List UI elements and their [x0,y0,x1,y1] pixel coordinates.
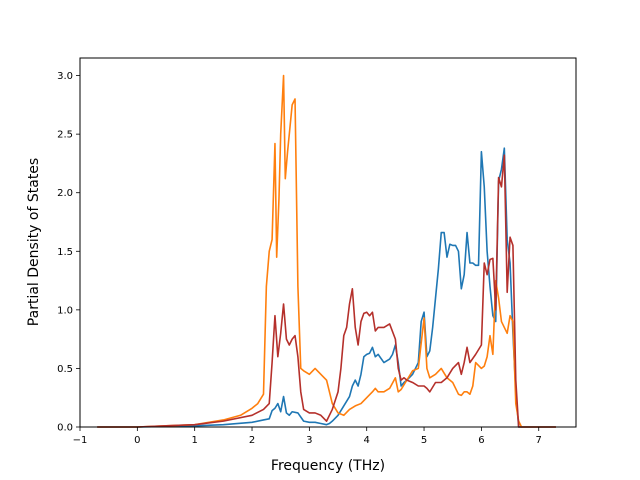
y-tick-label: 0.5 [57,364,73,375]
x-axis-ticks: −1 0 1 2 3 4 5 6 7 [73,427,542,446]
x-tick-label: −1 [73,435,88,446]
x-axis-label: Frequency (THz) [271,458,385,474]
x-tick-label: 4 [364,435,370,446]
x-tick-label: 7 [536,435,542,446]
y-tick-label: 2.5 [57,130,73,141]
x-tick-label: 5 [421,435,427,446]
y-axis-label: Partial Density of States [26,158,42,326]
y-tick-label: 0.0 [57,423,73,434]
y-tick-label: 2.0 [57,188,73,199]
y-tick-label: 3.0 [57,71,73,82]
series-line-1 [97,147,556,428]
series-layer [97,74,556,428]
plot-frame [79,57,577,428]
y-axis-ticks: 0.0 0.5 1.0 1.5 2.0 2.5 3.0 [57,71,80,434]
x-tick-label: 3 [306,435,312,446]
series-line-2 [97,74,556,428]
series-line-3 [97,154,556,428]
y-tick-label: 1.5 [57,247,73,258]
x-tick-label: 6 [478,435,484,446]
x-tick-label: 0 [134,435,140,446]
x-tick-label: 2 [249,435,255,446]
x-tick-label: 1 [191,435,197,446]
y-tick-label: 1.0 [57,305,73,316]
